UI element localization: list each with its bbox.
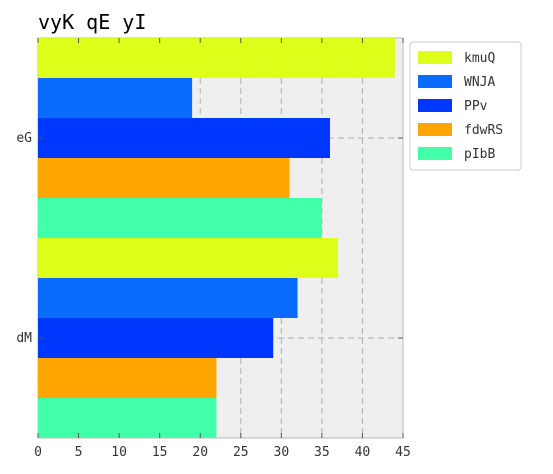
bar-kmuQ-eG: [38, 38, 395, 78]
bars: [38, 38, 395, 438]
x-tick-label: 35: [314, 445, 330, 460]
legend-label: fdwRS: [464, 123, 503, 138]
legend-swatch: [418, 51, 452, 64]
x-tick-label: 20: [192, 445, 208, 460]
bar-pIbB-eG: [38, 198, 322, 238]
y-tick-label: dM: [16, 331, 32, 346]
bar-fdwRS-dM: [38, 358, 217, 398]
x-tick-label: 0: [34, 445, 42, 460]
x-tick-label: 25: [233, 445, 249, 460]
legend-swatch: [418, 99, 452, 112]
legend-label: PPv: [464, 99, 488, 114]
legend-swatch: [418, 147, 452, 160]
x-tick-label: 10: [111, 445, 127, 460]
legend-swatch: [418, 123, 452, 136]
bar-WNJA-eG: [38, 78, 193, 118]
bar-pIbB-dM: [38, 398, 217, 438]
bar-kmuQ-dM: [38, 238, 339, 278]
x-tick-label: 40: [355, 445, 371, 460]
legend-box: [409, 41, 522, 171]
bar-PPv-eG: [38, 118, 330, 158]
x-tick-label: 45: [395, 445, 411, 460]
legend-label: pIbB: [464, 147, 495, 162]
bar-fdwRS-eG: [38, 158, 290, 198]
legend-label: WNJA: [464, 75, 495, 90]
bar-WNJA-dM: [38, 278, 298, 318]
legend-swatch: [418, 75, 452, 88]
x-tick-label: 30: [274, 445, 290, 460]
axes: 0 5 10 15 20 25 30 35 40 45 eG dM: [16, 38, 411, 460]
legend: kmuQ WNJA PPv fdwRS pIbB: [409, 41, 522, 171]
x-tick-label: 15: [152, 445, 168, 460]
x-tick-label: 5: [75, 445, 83, 460]
legend-label: kmuQ: [464, 51, 495, 66]
chart-title: vyK qE yI: [38, 10, 146, 34]
y-tick-label: eG: [16, 131, 32, 146]
bar-PPv-dM: [38, 318, 274, 358]
